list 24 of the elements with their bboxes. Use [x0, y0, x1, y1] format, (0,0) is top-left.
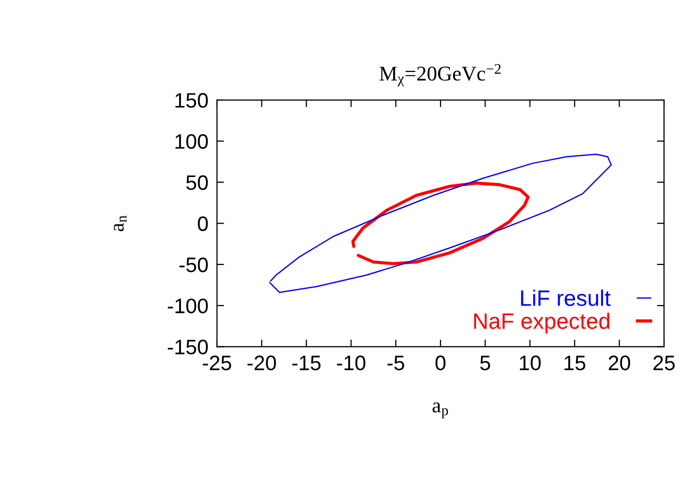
x-tick-label: 5: [480, 356, 490, 370]
x-tick-label: -15: [292, 356, 321, 370]
x-tick-label: -10: [336, 356, 366, 370]
y-tick-label: 150: [175, 93, 208, 108]
legend-label: NaF expected: [474, 312, 610, 334]
x-tick-label: 20: [608, 356, 630, 370]
y-tick-label: -50: [179, 257, 208, 272]
line-series: [351, 182, 530, 266]
chart-title: M$_{χ}$=20GeVc$^{−2}$: [380, 64, 501, 86]
x-tick-label: 15: [564, 356, 586, 370]
x-tick-label: 10: [520, 356, 541, 370]
legend-label: LiF result: [521, 290, 611, 306]
y-tick-label: 0: [198, 216, 208, 232]
y-tick-label: 50: [186, 175, 208, 190]
x-tick-label: 0: [436, 356, 446, 370]
y-tick-label: 100: [175, 134, 208, 149]
x-axis-title: a$_{p}$: [432, 402, 448, 418]
x-tick-label: -20: [248, 356, 276, 370]
x-tick-label: -25: [202, 356, 232, 370]
x-tick-label: -5: [387, 356, 404, 370]
y-tick-label: -100: [168, 298, 208, 314]
y-axis-title: a$_{n}$: [114, 216, 126, 232]
x-tick-label: 25: [653, 356, 675, 370]
y-tick-label: -150: [168, 340, 208, 354]
